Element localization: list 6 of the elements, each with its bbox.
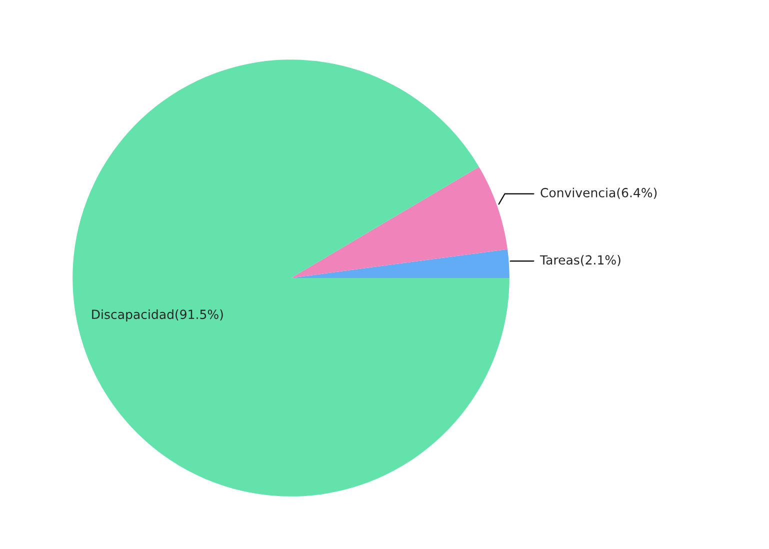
- slice-label: Discapacidad(91.5%): [92, 309, 223, 322]
- pie-slice: [291, 249, 510, 278]
- pie-slice: [291, 166, 508, 278]
- slice-label: Convivencia(6.4%): [540, 188, 657, 199]
- slice-label: Tareas(2.1%): [540, 254, 620, 266]
- pie-slice: [72, 60, 510, 496]
